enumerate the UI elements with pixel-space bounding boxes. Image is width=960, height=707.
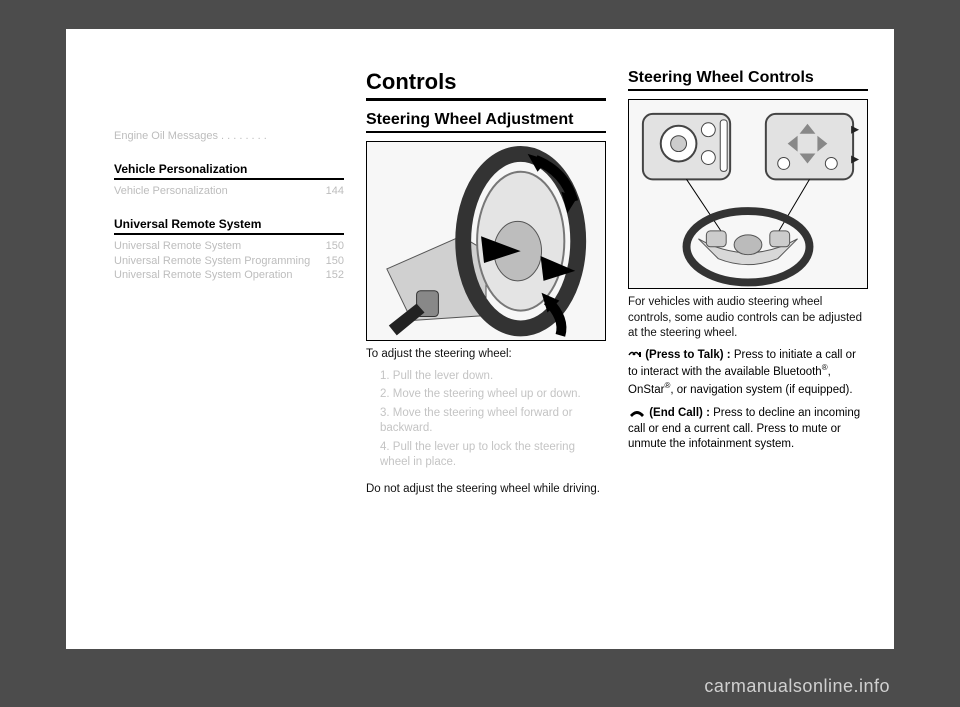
steering-controls-illustration [628,99,868,289]
step-1: 1. Pull the lever down. [366,369,606,385]
toc-label: Vehicle Personalization [114,184,228,199]
toc-item: Vehicle Personalization 144 [114,184,344,199]
toc-heading-personalization: Vehicle Personalization [114,162,344,180]
step-2: 2. Move the steering wheel up or down. [366,387,606,403]
section-heading-controls: Controls [366,69,606,101]
toc-label: Engine Oil Messages . . . . . . . . [114,129,267,144]
toc-page: 144 [326,184,344,199]
toc-item: Engine Oil Messages . . . . . . . . [114,129,344,144]
press-to-talk-icon [628,349,642,360]
toc-item: Universal Remote System Programming 150 [114,254,344,269]
step-3: 3. Move the steering wheel forward or ba… [366,406,606,437]
illustration-caption: To adjust the steering wheel: [366,347,606,363]
end-call-icon [628,408,646,418]
subsection-heading-swc: Steering Wheel Controls [628,69,868,91]
toc-page: 150 [326,254,344,269]
manual-page: Engine Oil Messages . . . . . . . . Vehi… [66,29,894,649]
swc-column: Steering Wheel Controls [628,69,868,619]
toc-label: Universal Remote System Programming [114,254,310,269]
warning-text: Do not adjust the steering wheel while d… [366,482,606,498]
toc-heading-urs: Universal Remote System [114,217,344,235]
toc-item: Universal Remote System Operation 152 [114,268,344,283]
controls-column: Controls Steering Wheel Adjustment To ad… [366,69,606,619]
toc-label: Universal Remote System Operation [114,268,293,283]
swc-intro: For vehicles with audio steering wheel c… [628,295,868,342]
steering-adjust-illustration [366,141,606,341]
toc-column: Engine Oil Messages . . . . . . . . Vehi… [114,69,344,619]
ptt-term: (Press to Talk) : [645,349,730,361]
ptt-body-3: , or navigation system (if equipped). [670,384,852,396]
end-call-term: (End Call) : [649,407,710,419]
watermark: carmanualsonline.info [704,676,890,697]
toc-label: Universal Remote System [114,239,241,254]
step-4: 4. Pull the lever up to lock the steerin… [366,440,606,471]
toc-page: 150 [326,239,344,254]
subsection-heading-swa: Steering Wheel Adjustment [366,111,606,133]
end-call-definition: (End Call) : Press to decline an incomin… [628,406,868,453]
toc-page: 152 [326,268,344,283]
press-to-talk-definition: (Press to Talk) : Press to initiate a ca… [628,348,868,398]
toc-item: Universal Remote System 150 [114,239,344,254]
